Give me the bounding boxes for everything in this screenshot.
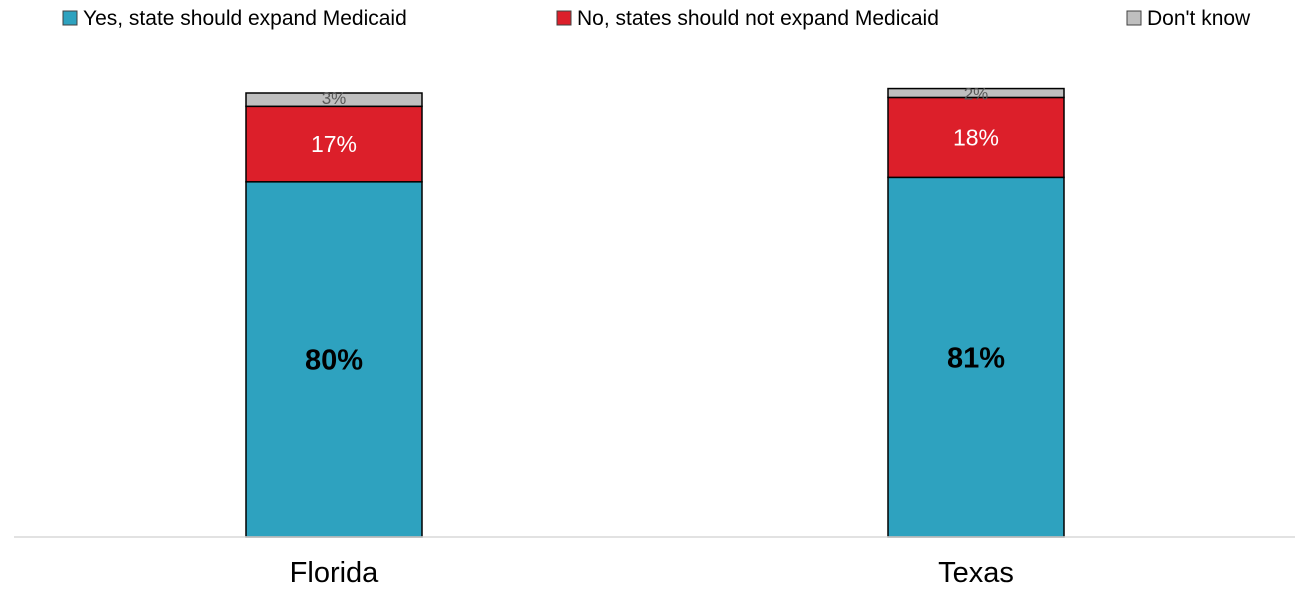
bar-segment-yes-state-should-expand-medicaid-florida <box>245 181 423 538</box>
plot-area: 80% 17% 3% 81% 18% 2% <box>245 85 1065 538</box>
legend-swatch <box>1126 10 1142 26</box>
legend-label: No, states should not expand Medicaid <box>577 7 939 30</box>
legend-label: Yes, state should expand Medicaid <box>83 7 407 30</box>
x-axis-tick-labels: Florida Texas <box>290 557 1014 589</box>
data-label: 81% <box>947 342 1005 374</box>
bar-segment-don-t-know-florida <box>245 92 423 108</box>
data-label: 80% <box>305 345 363 377</box>
legend-swatch <box>62 10 78 26</box>
legend: Yes, state should expand Medicaid No, sta… <box>62 7 1251 30</box>
bar-segment-no-states-should-not-expand-medicaid-texas <box>887 96 1065 179</box>
bar-stack-texas: 81% 18% 2% <box>887 85 1065 538</box>
bar-segment-yes-state-should-expand-medicaid-texas <box>887 176 1065 538</box>
data-label: 2% <box>964 85 989 104</box>
bar-stack-florida: 80% 17% 3% <box>245 89 423 538</box>
data-label: 17% <box>311 131 357 157</box>
data-label: 18% <box>953 124 999 150</box>
legend-item-no-states-should-not-expand-medicaid: No, states should not expand Medicaid <box>556 7 939 30</box>
bar-segment-no-states-should-not-expand-medicaid-florida <box>245 105 423 183</box>
x-tick-label: Texas <box>938 557 1014 589</box>
legend-item-don-t-know: Don't know <box>1126 7 1251 30</box>
bar-segment-don-t-know-texas <box>887 87 1065 99</box>
legend-item-yes-state-should-expand-medicaid: Yes, state should expand Medicaid <box>62 7 407 30</box>
legend-label: Don't know <box>1147 7 1251 30</box>
data-label: 3% <box>322 89 347 108</box>
x-tick-label: Florida <box>290 557 380 589</box>
legend-swatch <box>556 10 572 26</box>
